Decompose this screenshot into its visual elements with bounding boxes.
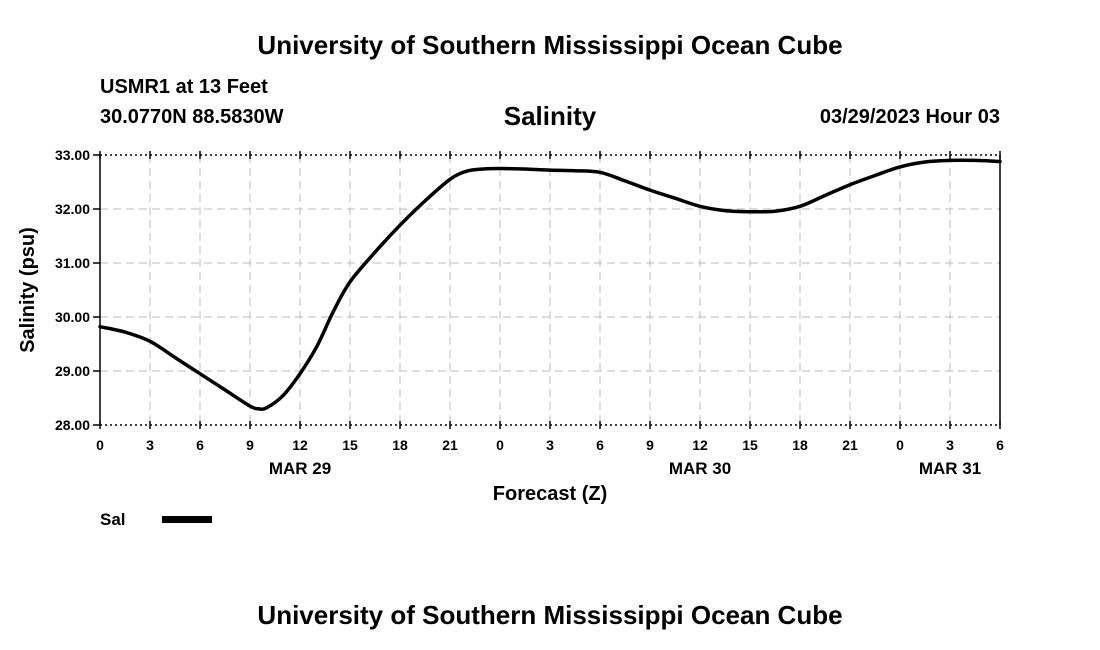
x-tick-label: 0 [96,437,104,453]
x-tick-label: 18 [792,437,808,453]
forecast-datetime: 03/29/2023 Hour 03 [819,106,1000,128]
x-tick-label: 21 [842,437,858,453]
series-line-sal [98,158,1002,411]
chart-title: Salinity [503,101,597,131]
x-date-label: MAR 29 [269,459,331,478]
x-axis-label: Forecast (Z) [493,483,607,505]
y-tick-label: 31.00 [55,255,90,271]
x-tick-label: 21 [442,437,458,453]
y-tick-label: 29.00 [55,363,90,379]
legend-label: Sal [100,510,126,529]
x-tick-label: 6 [596,437,604,453]
x-tick-label: 0 [896,437,904,453]
footer-title: University of Southern Mississippi Ocean… [257,600,843,630]
x-tick-label: 6 [996,437,1004,453]
x-tick-label: 3 [546,437,554,453]
page-title: University of Southern Mississippi Ocean… [257,30,843,60]
x-tick-label: 6 [196,437,204,453]
y-axis-label: Salinity (psu) [17,227,39,353]
y-tick-label: 32.00 [55,201,90,217]
x-tick-label: 15 [342,437,358,453]
y-tick-label: 28.00 [55,417,90,433]
x-date-label: MAR 31 [919,459,981,478]
x-tick-label: 9 [246,437,254,453]
x-tick-label: 3 [946,437,954,453]
x-date-label: MAR 30 [669,459,731,478]
x-tick-label: 12 [292,437,308,453]
station-label: USMR1 at 13 Feet [100,76,268,98]
x-tick-label: 3 [146,437,154,453]
y-tick-label: 33.00 [55,147,90,163]
x-tick-label: 9 [646,437,654,453]
x-tick-label: 0 [496,437,504,453]
legend-swatch [162,516,212,523]
coordinates-label: 30.0770N 88.5830W [100,106,284,128]
x-tick-label: 15 [742,437,758,453]
y-tick-label: 30.00 [55,309,90,325]
x-tick-label: 18 [392,437,408,453]
x-tick-label: 12 [692,437,708,453]
